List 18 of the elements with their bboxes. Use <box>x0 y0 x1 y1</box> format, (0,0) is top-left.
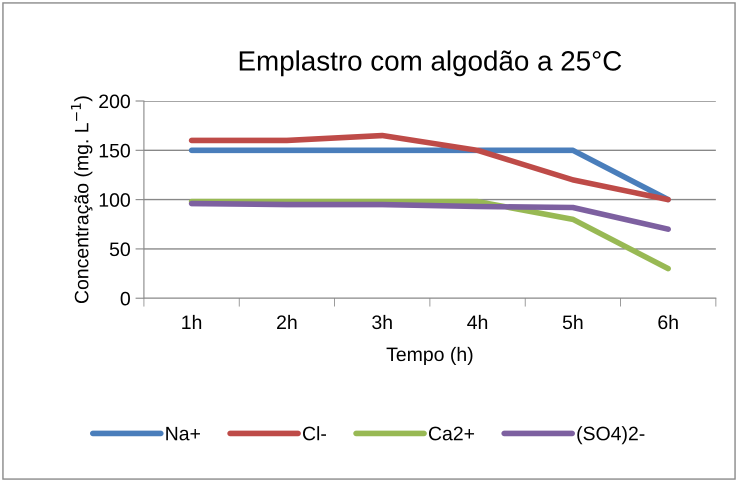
legend-label: Cl- <box>303 426 326 440</box>
legend-label: Ca2+ <box>428 426 474 440</box>
x-tick-label: 4h <box>467 314 488 329</box>
chart-title: Emplastro com algodão a 25°C <box>240 50 622 76</box>
x-tick-label: 2h <box>277 314 296 329</box>
y-tick-label: 50 <box>110 242 130 256</box>
y-tick-label: 100 <box>100 193 130 207</box>
y-tick-label: 0 <box>120 292 130 306</box>
x-tick-label: 1h <box>182 314 202 329</box>
x-axis-title: Tempo (h) <box>386 346 472 366</box>
y-tick-label: 200 <box>99 94 130 108</box>
x-tick-label: 6h <box>658 314 678 330</box>
legend-label: Na+ <box>166 426 200 440</box>
x-tick-label: 5h <box>562 314 582 330</box>
legend-label: (SO4)2- <box>577 426 644 444</box>
x-tick-label: 3h <box>372 314 392 330</box>
y-tick-label: 150 <box>100 144 130 158</box>
y-axis-title: Concentração (mg. L$^{−1}$) <box>70 96 92 304</box>
